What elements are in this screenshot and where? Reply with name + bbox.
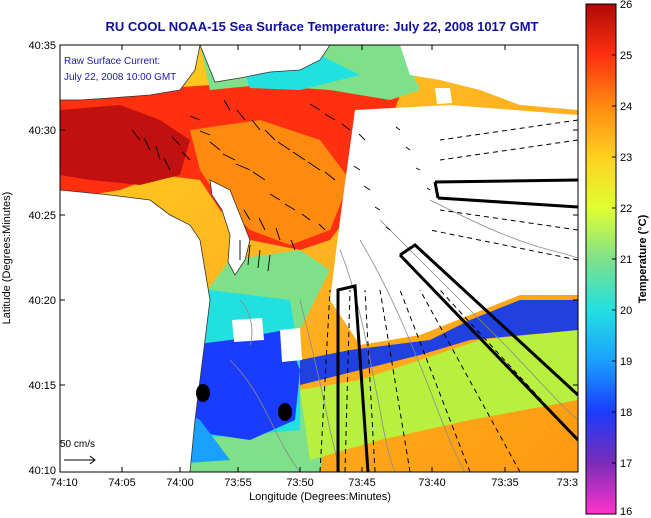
no-data-region-ne <box>400 45 578 110</box>
y-tick-label: 40:15 <box>28 380 56 392</box>
no-data-patch-3 <box>280 328 302 362</box>
radar-region-outlines <box>336 178 578 472</box>
colorbar-tick: 24 <box>620 101 632 113</box>
no-data-region-east <box>330 105 578 345</box>
station-marker-icon <box>196 384 210 402</box>
x-tick-label: 73:3 <box>557 477 578 489</box>
y-tick-label: 40:30 <box>28 125 56 137</box>
x-axis-label: Longitude (Degrees:Minutes) <box>249 491 391 503</box>
annotation-line-1: Raw Surface Current: <box>64 56 160 67</box>
land-staten-island <box>60 45 201 101</box>
x-tick-label: 73:45 <box>348 477 376 489</box>
sst-orange-core <box>190 120 350 245</box>
y-tick-label: 40:10 <box>28 465 56 477</box>
y-tick-label: 40:20 <box>28 295 56 307</box>
y-tick-label: 40:35 <box>28 40 56 52</box>
radar-beams-dashed <box>319 119 578 472</box>
colorbar-tick: 19 <box>620 356 632 368</box>
plot-frame <box>59 44 579 473</box>
colorbar-tick: 20 <box>620 305 632 317</box>
colorbar-tick: 16 <box>620 506 632 518</box>
land-long-island <box>199 45 331 83</box>
y-axis-label: Latitude (Degrees:Minutes) <box>1 192 13 325</box>
colorbar-label: Temperature (°C) <box>637 214 649 303</box>
colorbar-tick: 25 <box>620 50 632 62</box>
no-data-patch-1 <box>435 88 452 104</box>
y-tick-label: 40:25 <box>28 210 56 222</box>
colorbar-tick: 17 <box>620 458 632 470</box>
x-tick-label: 73:40 <box>418 477 446 489</box>
surface-current-vectors <box>131 99 431 272</box>
station-marker-icon <box>278 403 292 421</box>
colorbar: 26 25 24 23 22 21 20 19 18 17 16 Tempera… <box>585 0 649 518</box>
sst-green-patch <box>300 330 578 460</box>
colorbar-gradient <box>585 3 617 515</box>
figure-title: RU COOL NOAA-15 Sea Surface Temperature:… <box>105 19 538 34</box>
colorbar-tick: 23 <box>620 152 632 164</box>
colorbar-tick: 21 <box>620 254 632 266</box>
sst-dark-red-west <box>60 105 190 185</box>
no-data-patch-2 <box>232 318 264 342</box>
x-tick-label: 74:00 <box>166 477 194 489</box>
x-tick-label: 74:05 <box>108 477 136 489</box>
x-tick-label: 73:55 <box>224 477 252 489</box>
annotation-line-2: July 22, 2008 10:00 GMT <box>64 72 176 83</box>
scale-label: 50 cm/s <box>60 439 95 450</box>
x-tick-label: 74:10 <box>50 477 78 489</box>
land-new-jersey-coast <box>60 189 211 472</box>
y-axis-ticks: 40:35 40:30 40:25 40:20 40:15 40:10 <box>28 40 578 477</box>
x-tick-label: 73:35 <box>491 477 519 489</box>
colorbar-tick: 22 <box>620 203 632 215</box>
scale-arrow-icon <box>64 455 96 465</box>
colorbar-tick: 26 <box>620 0 632 11</box>
x-tick-label: 73:50 <box>286 477 314 489</box>
colorbar-tick: 18 <box>620 407 632 419</box>
x-axis-ticks: 74:10 74:05 74:00 73:55 73:50 73:45 73:4… <box>50 45 578 489</box>
map-plot-area <box>60 45 578 472</box>
